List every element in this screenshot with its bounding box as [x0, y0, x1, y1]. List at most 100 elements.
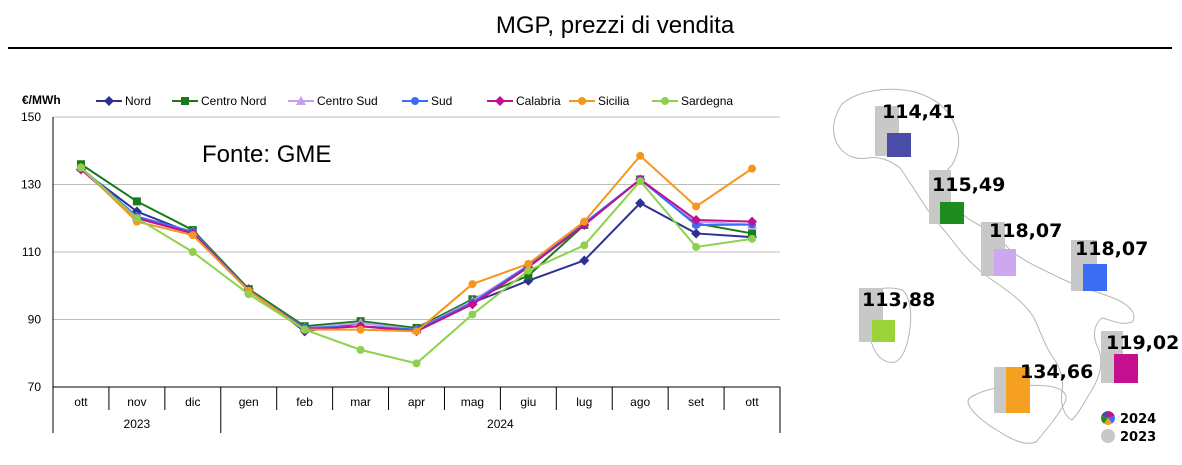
x-tick-label: lug [576, 395, 592, 409]
zone-value: 115,49 [932, 174, 1005, 196]
data-point [524, 266, 533, 275]
series-sardegna [76, 163, 757, 368]
grid [53, 116, 780, 388]
legend-item: Sicilia [569, 94, 630, 108]
zone-bar-2024 [872, 320, 895, 342]
data-point [748, 234, 757, 243]
year-group-label: 2023 [124, 417, 151, 431]
zone-value: 113,88 [862, 289, 935, 311]
data-point [692, 221, 701, 229]
data-point [356, 345, 365, 354]
x-tick-label: nov [127, 395, 146, 409]
legend-marker [578, 97, 586, 105]
x-tick-label: feb [296, 395, 313, 409]
legend-marker [181, 97, 189, 105]
legend-item: Calabria [487, 94, 561, 108]
zone-value: 134,66 [1020, 361, 1093, 383]
legend-label: Calabria [516, 94, 561, 108]
legend-item: Centro Sud [288, 94, 378, 108]
data-point [468, 280, 477, 289]
x-tick-label: apr [408, 395, 425, 409]
y-axis-label: €/MWh [22, 93, 61, 107]
legend: Nord Centro Nord Centro Sud Sud Calabria Sici… [96, 94, 733, 108]
title-rule [8, 47, 1172, 49]
legend-marker [495, 96, 505, 106]
legend-item-2024: 2024 [1101, 411, 1156, 427]
data-point [468, 310, 477, 319]
zone-sud: 118,07 [1071, 238, 1148, 291]
legend-label: Sud [431, 94, 452, 108]
zone-bar-2024 [1006, 367, 1030, 413]
y-tick-label: 110 [22, 245, 41, 259]
data-point [691, 214, 702, 225]
map-legend: 2024 2023 [1101, 411, 1156, 445]
x-tick-label: gen [239, 395, 259, 409]
data-point [300, 325, 309, 334]
x-tick-label: mag [461, 395, 484, 409]
data-point [636, 151, 645, 160]
legend-label: Centro Nord [201, 94, 266, 108]
x-tick-label: dic [185, 395, 200, 409]
multicolor-circle-icon [1101, 411, 1115, 425]
page-title: MGP, prezzi di vendita [495, 12, 735, 39]
zone-centro-nord: 115,49 [929, 170, 1005, 224]
pie-slice [1103, 418, 1113, 425]
data-point [580, 241, 589, 250]
legend-item: Sud [402, 94, 452, 108]
zone-bar-2024 [1083, 264, 1107, 291]
zone-bar-2024 [940, 202, 964, 224]
year-group-label: 2024 [487, 417, 514, 431]
x-tick-label: set [688, 395, 705, 409]
x-tick-label: ott [745, 395, 759, 409]
legend-marker [104, 96, 114, 106]
data-point [580, 217, 589, 226]
pie-slice [1101, 411, 1108, 418]
pie-slice [1108, 411, 1115, 418]
x-tick-label: giu [520, 395, 536, 409]
zone-sardegna: 113,88 [859, 288, 935, 342]
zone-calabria: 119,02 [1101, 331, 1179, 383]
data-point [188, 248, 197, 256]
zone-bar-2024 [1114, 354, 1138, 383]
data-point [188, 231, 197, 240]
data-point [412, 359, 421, 368]
legend-marker [661, 97, 669, 105]
x-tick-label: ago [630, 395, 650, 409]
data-point [747, 216, 758, 227]
pie-slice [1101, 415, 1108, 424]
zone-value: 119,02 [1106, 332, 1179, 354]
legend-label: Nord [125, 94, 151, 108]
source-annotation: Fonte: GME [202, 141, 331, 168]
legend-item: Sardegna [652, 94, 733, 108]
legend-marker [411, 97, 419, 105]
zone-sicilia: 134,66 [994, 361, 1093, 413]
axes: 70 90 110 130 150 ott nov dic gen feb mar apr mag giu… [21, 110, 781, 433]
x-tick-label: mar [350, 395, 371, 409]
data-point [692, 242, 701, 251]
data-point [132, 197, 141, 206]
data-point [524, 271, 533, 280]
data-point [467, 299, 478, 310]
zone-bar-2024 [994, 249, 1016, 276]
map-legend-label: 2024 [1120, 412, 1156, 427]
line-chart: 70 90 110 130 150 ott nov dic gen feb mar apr mag giu… [21, 93, 781, 433]
series-group [75, 151, 758, 368]
x-tick-label: ott [74, 395, 88, 409]
legend-item-2023: 2023 [1101, 429, 1156, 445]
legend-item: Centro Nord [172, 94, 266, 108]
data-point [635, 198, 646, 209]
zone-value: 118,07 [989, 220, 1062, 242]
data-point [691, 228, 702, 239]
zone-centro-sud: 118,07 [981, 220, 1062, 276]
zone-nord: 114,41 [875, 101, 955, 157]
legend-label: Centro Sud [317, 94, 378, 108]
gray-circle-icon [1101, 429, 1115, 443]
data-point [692, 202, 701, 211]
data-point [412, 327, 421, 336]
legend-marker [296, 96, 306, 105]
data-point [636, 177, 645, 186]
map-legend-label: 2023 [1120, 430, 1156, 445]
data-point [579, 255, 590, 266]
data-point [76, 163, 85, 172]
